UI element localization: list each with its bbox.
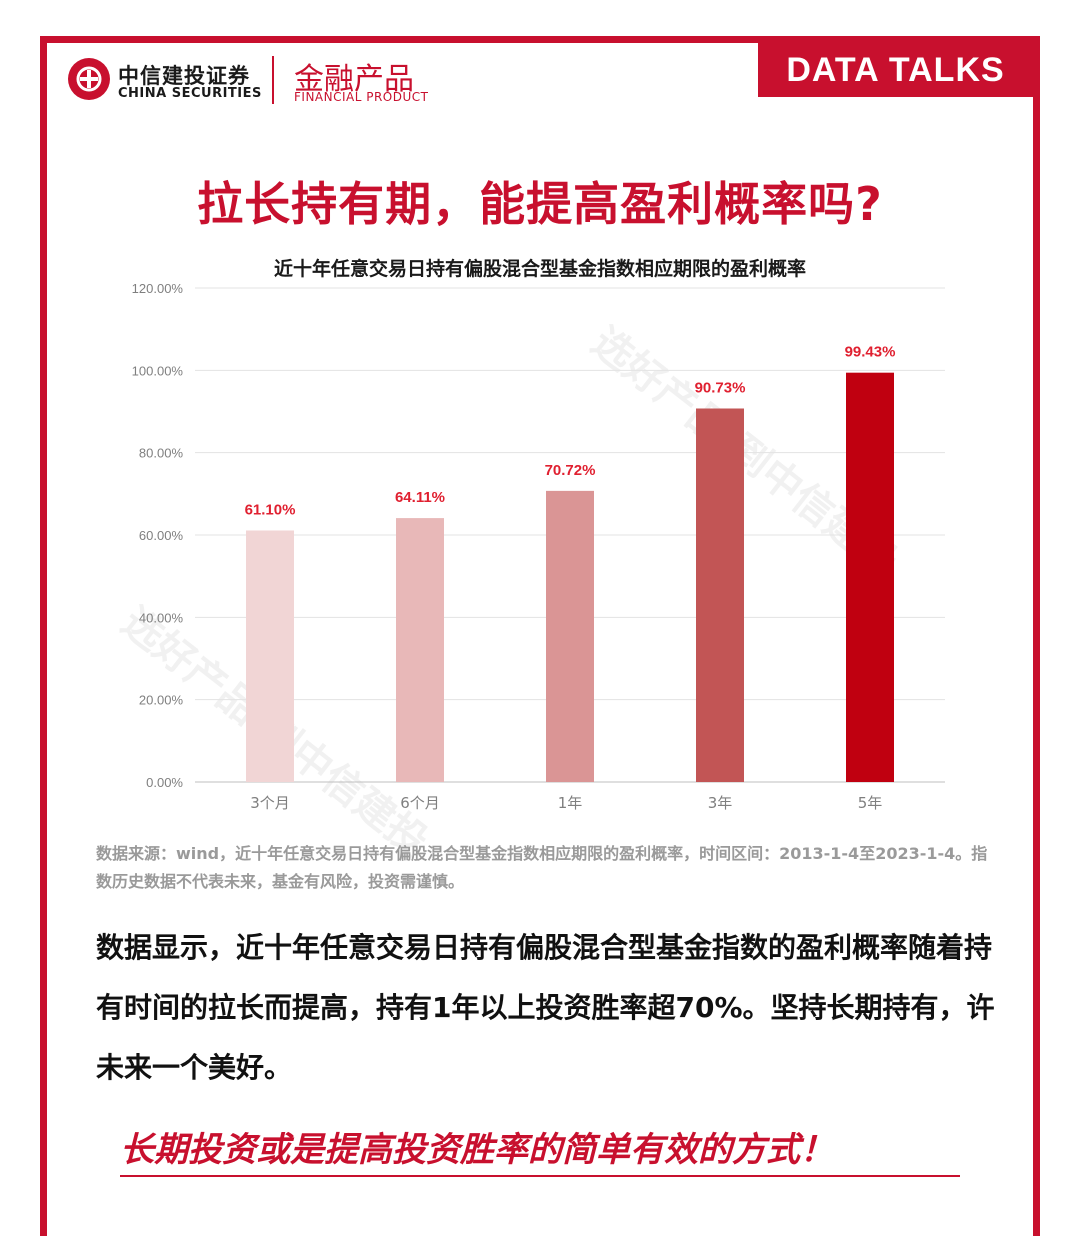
- header: 中信建投证券 CHINA SECURITIES 金融产品 FINANCIAL P…: [64, 52, 464, 112]
- y-tick-label: 80.00%: [139, 446, 184, 461]
- citic-logo-icon: [68, 58, 110, 100]
- bar: [246, 530, 294, 782]
- product-label-cn: 金融产品: [294, 62, 414, 97]
- product-label-en: FINANCIAL PRODUCT: [294, 90, 429, 104]
- main-title: 拉长持有期，能提高盈利概率吗?: [197, 177, 883, 231]
- chart-title: 近十年任意交易日持有偏股混合型基金指数相应期限的盈利概率: [273, 258, 806, 280]
- brand-name-cn: 中信建投证券: [118, 64, 250, 88]
- bar: [846, 372, 894, 782]
- y-tick-label: 60.00%: [139, 528, 184, 543]
- data-talks-badge: DATA TALKS: [758, 43, 1033, 97]
- x-tick-label: 1年: [558, 794, 583, 812]
- x-tick-label: 6个月: [400, 794, 440, 812]
- page-frame: [40, 36, 1040, 1236]
- bar-data-label: 64.11%: [395, 489, 445, 506]
- bar-data-label: 61.10%: [245, 501, 296, 518]
- bar-chart: 0.00% 20.00% 40.00% 60.00% 80.00% 100.00% 120.…: [132, 281, 945, 812]
- x-axis: 3个月 6个月 1年 3年 5年: [250, 794, 882, 812]
- y-tick-label: 0.00%: [146, 775, 183, 790]
- y-tick-label: 20.00%: [139, 693, 184, 708]
- bar-data-label: 70.72%: [545, 462, 596, 479]
- bar-data-label: 90.73%: [695, 379, 746, 396]
- bar-data-label: 99.43%: [845, 344, 896, 361]
- bar: [696, 408, 744, 782]
- slogan: 长期投资或是提高投资胜率的简单有效的方式！: [120, 1122, 960, 1177]
- bar: [396, 518, 444, 782]
- data-source-note: 数据来源：wind，近十年任意交易日持有偏股混合型基金指数相应期限的盈利概率，时…: [96, 844, 988, 891]
- brand-divider: [272, 56, 274, 104]
- y-axis: 0.00% 20.00% 40.00% 60.00% 80.00% 100.00% 120.…: [132, 281, 184, 790]
- y-tick-label: 40.00%: [139, 610, 184, 625]
- body-paragraph: 数据显示，近十年任意交易日持有偏股混合型基金指数的盈利概率随着持有时间的拉长而提…: [96, 931, 995, 1084]
- bar: [546, 490, 594, 782]
- data-labels: 61.10% 64.11% 70.72% 90.73% 99.43%: [245, 344, 896, 519]
- x-tick-label: 3年: [708, 794, 733, 812]
- chart-bars: [246, 372, 894, 782]
- y-tick-label: 120.00%: [132, 281, 184, 296]
- brand-name-en: CHINA SECURITIES: [118, 86, 262, 101]
- x-tick-label: 3个月: [250, 794, 290, 812]
- x-tick-label: 5年: [858, 794, 883, 812]
- y-tick-label: 100.00%: [132, 363, 184, 378]
